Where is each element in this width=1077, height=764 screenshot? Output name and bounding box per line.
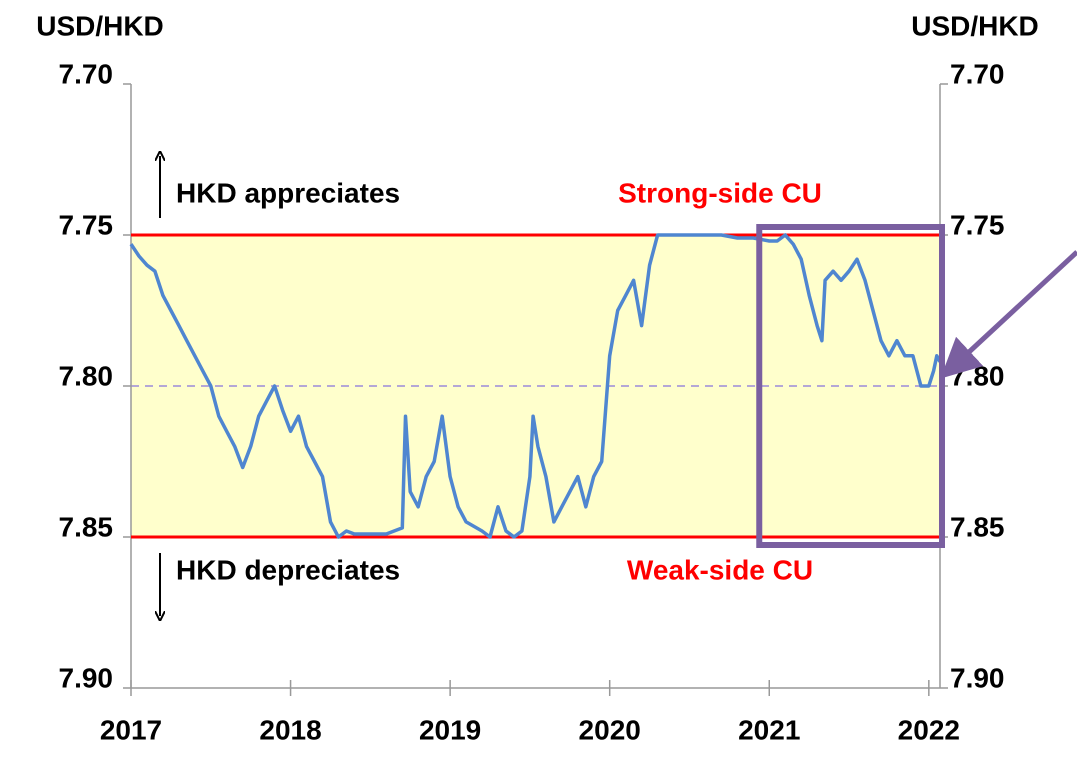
y2-tick-label: 7.85 — [950, 511, 1005, 542]
main-layer: 7.707.757.807.857.907.707.757.807.857.90… — [59, 58, 1005, 745]
series-line — [129, 233, 942, 539]
y-tick-label: 7.80 — [59, 360, 114, 391]
x-tick-label: 2019 — [419, 714, 481, 745]
x-tick-label: 2017 — [100, 714, 162, 745]
reference-label: Weak-side CU — [627, 554, 813, 585]
y-tick-label: 7.70 — [59, 58, 114, 89]
pointer-arrow — [940, 250, 1077, 379]
annotation: HKD appreciates — [176, 177, 400, 208]
y-tick-label: 7.85 — [59, 511, 114, 542]
x-tick-label: 2022 — [898, 714, 960, 745]
y2-tick-label: 7.90 — [950, 662, 1005, 693]
y2-axis-label: USD/HKD — [911, 10, 1039, 41]
y2-tick-label: 7.70 — [950, 58, 1005, 89]
x-tick-label: 2021 — [738, 714, 800, 745]
y-tick-label: 7.75 — [59, 209, 114, 240]
annotation: HKD depreciates — [176, 554, 400, 585]
y2-tick-label: 7.75 — [950, 209, 1005, 240]
highlight-box — [756, 224, 945, 548]
background-layer — [123, 83, 948, 696]
x-tick-label: 2020 — [579, 714, 641, 745]
y-axis-label: USD/HKD — [36, 10, 164, 41]
reference-label: Strong-side CU — [618, 177, 822, 208]
y-tick-label: 7.90 — [59, 662, 114, 693]
x-tick-label: 2018 — [259, 714, 321, 745]
